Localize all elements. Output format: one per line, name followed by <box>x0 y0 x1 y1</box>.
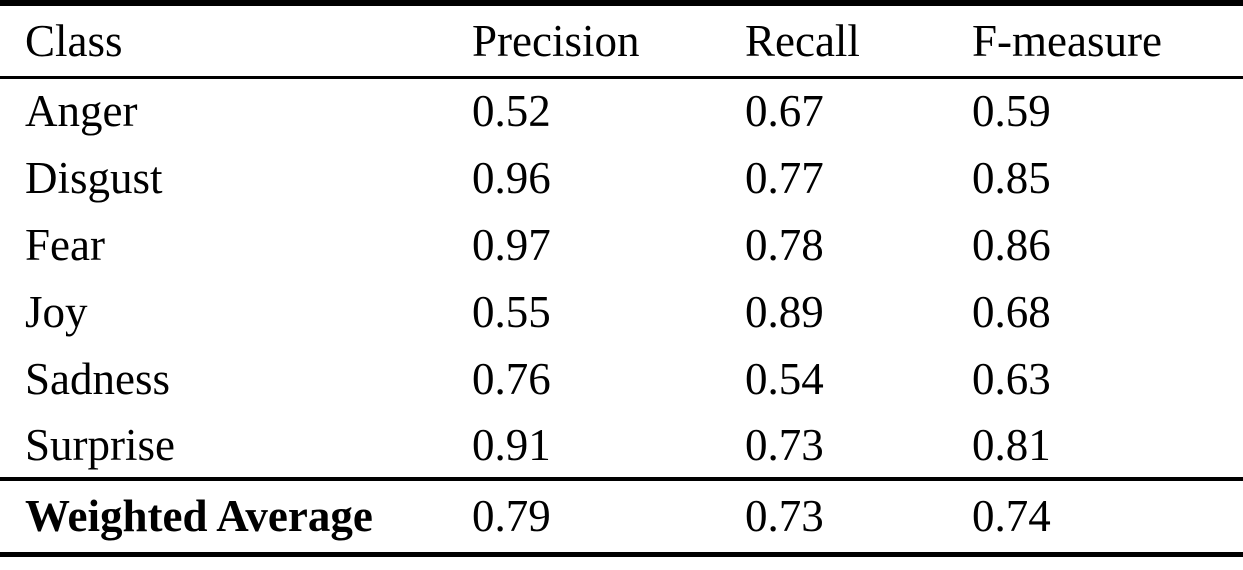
precision-value: 0.76 <box>472 353 551 404</box>
recall-value: 0.73 <box>745 477 972 557</box>
recall-value: 0.67 <box>745 86 824 137</box>
class-label: Joy <box>25 286 88 337</box>
table-row-surprise: Surprise 0.91 0.73 0.81 <box>0 412 1243 479</box>
precision-value: 0.97 <box>472 219 551 270</box>
table-row-joy: Joy 0.55 0.89 0.68 <box>0 278 1243 345</box>
column-header-precision: Precision <box>472 0 745 79</box>
f-measure-value: 0.63 <box>972 353 1051 404</box>
table-header-row: Class Precision Recall F-measure <box>0 0 1243 79</box>
recall-value: 0.78 <box>745 219 824 270</box>
table-row-disgust: Disgust 0.96 0.77 0.85 <box>0 144 1243 211</box>
class-label: Anger <box>25 86 138 137</box>
precision-value: 0.96 <box>472 152 551 203</box>
class-label: Disgust <box>25 152 163 203</box>
table-row-anger: Anger 0.52 0.67 0.59 <box>0 77 1243 144</box>
table-row-weighted-average: Weighted Average 0.79 0.73 0.74 <box>0 477 1243 557</box>
class-label: Surprise <box>25 419 175 470</box>
precision-value: 0.79 <box>472 477 745 557</box>
precision-value: 0.55 <box>472 286 551 337</box>
class-label: Sadness <box>25 353 170 404</box>
f-measure-value: 0.68 <box>972 286 1051 337</box>
f-measure-value: 0.81 <box>972 419 1051 470</box>
column-header-class: Class <box>0 0 472 79</box>
f-measure-value: 0.59 <box>972 86 1051 137</box>
recall-value: 0.89 <box>745 286 824 337</box>
recall-value: 0.77 <box>745 152 824 203</box>
table-row-fear: Fear 0.97 0.78 0.86 <box>0 211 1243 278</box>
precision-value: 0.91 <box>472 419 551 470</box>
f-measure-value: 0.85 <box>972 152 1051 203</box>
precision-value: 0.52 <box>472 86 551 137</box>
recall-value: 0.73 <box>745 419 824 470</box>
column-header-f-measure: F-measure <box>972 0 1243 79</box>
table-row-sadness: Sadness 0.76 0.54 0.63 <box>0 345 1243 412</box>
f-measure-value: 0.86 <box>972 219 1051 270</box>
weighted-average-label: Weighted Average <box>0 477 472 557</box>
class-label: Fear <box>25 219 105 270</box>
f-measure-value: 0.74 <box>972 477 1243 557</box>
column-header-recall: Recall <box>745 0 972 79</box>
recall-value: 0.54 <box>745 353 824 404</box>
classification-metrics-table: Class Precision Recall F-measure Anger 0… <box>0 0 1243 557</box>
